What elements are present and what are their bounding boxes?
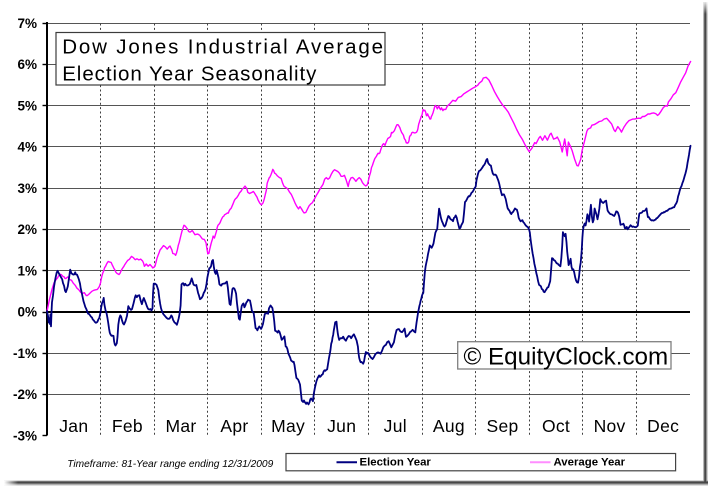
svg-text:Dec: Dec: [647, 416, 679, 436]
svg-text:7%: 7%: [17, 16, 37, 31]
svg-text:-3%: -3%: [13, 428, 37, 443]
svg-text:Mar: Mar: [165, 416, 196, 436]
svg-text:Apr: Apr: [220, 416, 248, 436]
svg-text:0%: 0%: [17, 305, 37, 320]
svg-text:5%: 5%: [17, 99, 37, 114]
svg-text:Oct: Oct: [542, 416, 570, 436]
svg-text:-2%: -2%: [13, 387, 37, 402]
svg-text:6%: 6%: [17, 57, 37, 72]
svg-text:Election Year Seasonality: Election Year Seasonality: [62, 63, 317, 86]
svg-text:Jun: Jun: [327, 416, 356, 436]
svg-text:Feb: Feb: [112, 416, 143, 436]
svg-text:May: May: [271, 416, 305, 436]
svg-text:Nov: Nov: [594, 416, 626, 436]
svg-text:Election Year: Election Year: [360, 456, 432, 468]
svg-text:© EquityClock.com: © EquityClock.com: [464, 344, 669, 371]
svg-text:Jul: Jul: [384, 416, 407, 436]
svg-text:Average Year: Average Year: [554, 456, 626, 468]
svg-text:4%: 4%: [17, 140, 37, 155]
svg-text:Aug: Aug: [433, 416, 465, 436]
svg-text:Timeframe: 81-Year range endin: Timeframe: 81-Year range ending 12/31/20…: [67, 459, 273, 470]
svg-text:-1%: -1%: [13, 346, 37, 361]
svg-text:Jan: Jan: [59, 416, 88, 436]
svg-text:3%: 3%: [17, 181, 37, 196]
svg-text:1%: 1%: [17, 263, 37, 278]
svg-text:2%: 2%: [17, 222, 37, 237]
svg-text:Dow Jones Industrial Average: Dow Jones Industrial Average: [62, 36, 385, 59]
svg-text:Sep: Sep: [486, 416, 518, 436]
